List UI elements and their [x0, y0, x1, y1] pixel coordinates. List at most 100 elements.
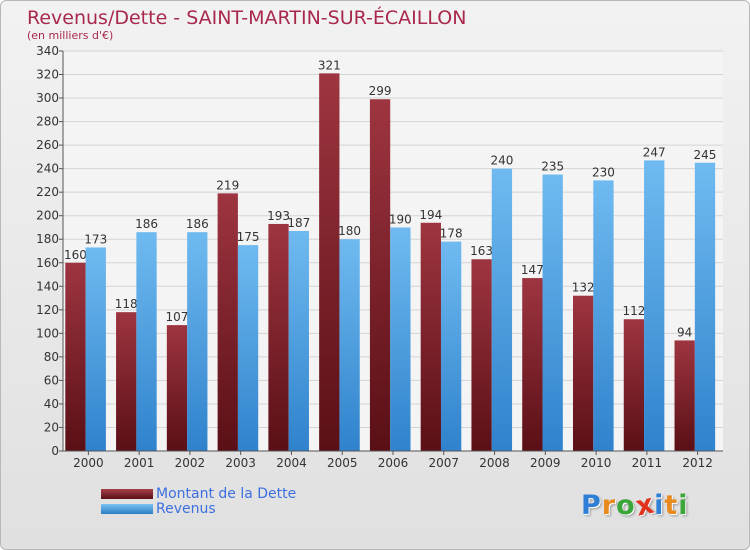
- bar-dette: [471, 259, 492, 451]
- bar-revenus: [694, 162, 716, 451]
- bar-revenus: [491, 168, 513, 451]
- y-tick-label: 40: [44, 397, 59, 411]
- data-label-revenus: 235: [541, 160, 564, 174]
- y-tick-label: 80: [44, 350, 59, 364]
- legend-label-revenus: Revenus: [156, 501, 216, 517]
- bar-dette: [420, 222, 441, 451]
- data-label-dette: 94: [677, 325, 692, 339]
- x-axis-ticks: 2000 2001 2002 2003 2004 2005 2006 2007 2008 2009…: [73, 451, 713, 470]
- bar-dette: [522, 278, 543, 451]
- y-tick-label: 140: [36, 279, 59, 293]
- bar-dette: [623, 319, 645, 451]
- chart-title: Revenus/Dette - SAINT-MARTIN-SUR-ÉCAILLO…: [27, 7, 467, 29]
- y-tick-label: 300: [36, 91, 59, 105]
- data-label-revenus: 186: [135, 217, 158, 231]
- bar-dette: [166, 325, 188, 451]
- y-tick-label: 240: [36, 162, 59, 176]
- data-label-revenus: 240: [490, 154, 513, 168]
- bar-dette: [674, 340, 695, 451]
- data-label-revenus: 180: [338, 224, 361, 238]
- data-label-revenus: 245: [694, 148, 717, 162]
- x-tick-label: 2012: [682, 456, 713, 470]
- bar-dette: [369, 99, 391, 451]
- data-label-dette: 321: [318, 58, 341, 72]
- legend-swatch-dette: [101, 489, 153, 499]
- data-label-dette: 132: [572, 281, 595, 295]
- bar-revenus: [593, 180, 614, 452]
- data-label-dette: 112: [622, 304, 645, 318]
- data-label-dette: 160: [64, 248, 87, 262]
- x-tick-label: 2004: [276, 456, 307, 470]
- y-tick-label: 20: [44, 420, 59, 434]
- y-tick-label: 260: [36, 138, 59, 152]
- y-tick-label: 60: [44, 373, 59, 387]
- bar-dette: [572, 295, 594, 451]
- logo-letter: i: [654, 490, 665, 521]
- bar-revenus: [85, 247, 106, 451]
- y-tick-label: 180: [36, 232, 59, 246]
- bar-dette: [268, 223, 289, 451]
- x-tick-label: 2005: [327, 456, 358, 470]
- logo-letter: t: [664, 490, 679, 521]
- y-tick-label: 200: [36, 209, 59, 223]
- chart-subtitle: (en milliers d'€): [27, 29, 114, 42]
- logo-letter: o: [616, 490, 636, 521]
- y-axis-ticks: 0 20 40 60 80 100 120 140 160 180 200 220 240 260 280 3…: [36, 44, 63, 458]
- bar-dette: [217, 193, 238, 451]
- logo-letter: r: [601, 490, 617, 521]
- data-label-dette: 118: [115, 297, 138, 311]
- bar-revenus: [187, 232, 208, 451]
- x-tick-label: 2009: [530, 456, 561, 470]
- bar-revenus: [288, 231, 309, 451]
- x-tick-label: 2000: [73, 456, 104, 470]
- bar-dette: [65, 262, 86, 451]
- x-tick-label: 2002: [175, 456, 206, 470]
- proxiti-logo: Proxiti: [581, 488, 689, 522]
- data-label-dette: 107: [166, 310, 189, 324]
- logo-letter: P: [581, 490, 602, 521]
- data-label-dette: 299: [369, 84, 392, 98]
- bar-dette: [116, 312, 137, 451]
- data-label-revenus: 173: [84, 232, 107, 246]
- x-tick-label: 2007: [428, 456, 459, 470]
- bar-dette: [319, 73, 340, 452]
- data-label-dette: 194: [419, 208, 442, 222]
- y-tick-label: 320: [36, 68, 59, 82]
- bar-revenus: [237, 245, 259, 451]
- bar-revenus: [136, 232, 157, 451]
- bar-revenus: [542, 174, 563, 451]
- data-label-revenus: 175: [237, 230, 260, 244]
- legend-swatch-revenus: [101, 504, 153, 514]
- data-label-revenus: 187: [287, 216, 310, 230]
- bar-revenus: [644, 160, 665, 452]
- y-tick-label: 0: [51, 444, 59, 458]
- data-label-dette: 163: [470, 244, 493, 258]
- y-tick-label: 340: [36, 44, 59, 58]
- bar-revenus: [339, 239, 360, 451]
- y-tick-label: 160: [36, 256, 59, 270]
- data-label-dette: 193: [267, 209, 290, 223]
- x-tick-label: 2001: [124, 456, 155, 470]
- data-label-revenus: 186: [186, 217, 209, 231]
- x-tick-label: 2003: [225, 456, 256, 470]
- data-label-revenus: 190: [389, 212, 412, 226]
- data-label-revenus: 230: [592, 165, 615, 179]
- logo-letter: i: [678, 490, 689, 521]
- x-tick-label: 2010: [581, 456, 612, 470]
- bar-revenus: [440, 241, 462, 451]
- y-tick-label: 220: [36, 185, 59, 199]
- x-tick-label: 2006: [378, 456, 409, 470]
- legend-label-dette: Montant de la Dette: [156, 486, 297, 502]
- x-tick-label: 2008: [479, 456, 510, 470]
- y-tick-label: 120: [36, 303, 59, 317]
- data-label-revenus: 178: [440, 227, 463, 241]
- y-tick-label: 100: [36, 326, 59, 340]
- data-label-dette: 147: [521, 263, 544, 277]
- data-label-revenus: 247: [643, 145, 666, 159]
- bar-revenus: [390, 227, 411, 451]
- data-label-dette: 219: [216, 178, 239, 192]
- x-tick-label: 2011: [632, 456, 663, 470]
- y-tick-label: 280: [36, 115, 59, 129]
